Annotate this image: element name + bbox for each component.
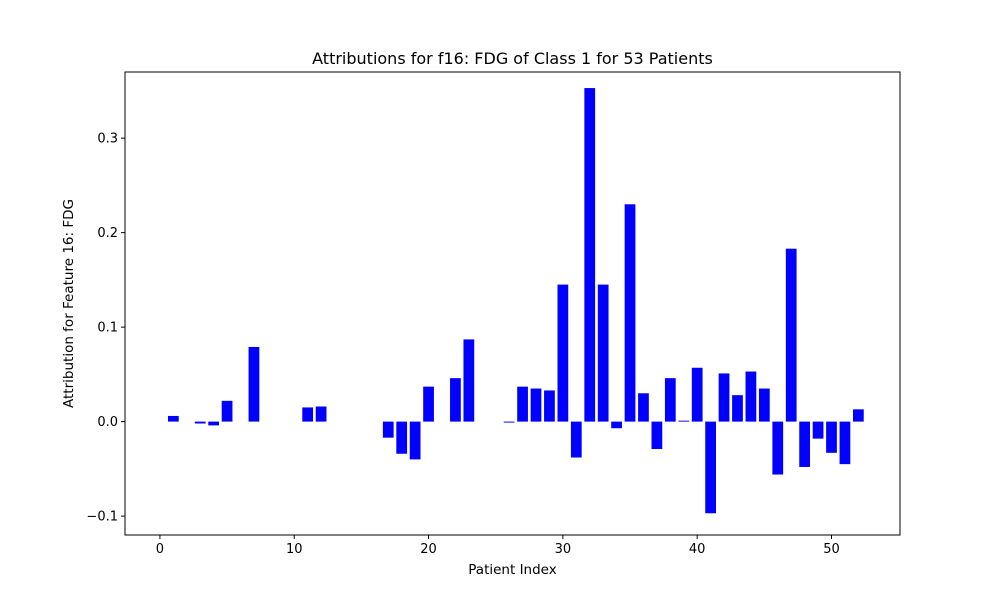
bar-patient-43 [732, 395, 743, 422]
bar-patient-33 [597, 284, 609, 422]
bar-patient-31 [570, 421, 582, 458]
y-tick-label: 0.2 [97, 226, 118, 241]
bar-patient-52 [852, 409, 864, 422]
bar-patient-35 [624, 204, 636, 422]
y-axis-label: Attribution for Feature 16: FDG [61, 199, 77, 408]
x-axis-ticks: 0 10 20 30 40 50 [156, 535, 840, 557]
bar-patient-11 [302, 407, 314, 422]
bar-patient-20 [423, 386, 434, 422]
x-tick-label: 30 [555, 542, 572, 557]
bar-patient-46 [772, 421, 784, 475]
bars-layer [167, 88, 864, 514]
y-tick-label: 0.1 [97, 321, 118, 336]
bar-patient-36 [638, 393, 649, 422]
bar-patient-37 [651, 421, 663, 450]
bar-patient-22 [450, 378, 461, 422]
bar-patient-3 [194, 421, 206, 424]
bar-patient-7 [248, 346, 260, 422]
bar-patient-39 [678, 420, 690, 422]
bar-patient-44 [745, 371, 757, 422]
y-axis-ticks: −0.1 0.0 0.1 0.2 0.3 [86, 132, 125, 525]
bar-patient-50 [826, 421, 837, 453]
x-tick-label: 20 [420, 542, 437, 557]
chart-title: Attributions for f16: FDG of Class 1 for… [312, 49, 713, 68]
bar-patient-47 [785, 248, 797, 422]
y-tick-label: 0.3 [97, 132, 118, 147]
bar-patient-51 [839, 421, 851, 465]
bar-patient-32 [584, 88, 596, 422]
bar-patient-40 [691, 367, 703, 422]
bar-patient-42 [718, 373, 730, 422]
x-tick-label: 0 [156, 542, 164, 557]
bar-patient-28 [530, 388, 542, 422]
y-tick-label: 0.0 [97, 415, 118, 430]
x-tick-label: 50 [823, 542, 840, 557]
x-tick-label: 10 [286, 542, 303, 557]
x-tick-label: 40 [689, 542, 706, 557]
bar-patient-29 [544, 390, 555, 422]
bar-patient-27 [517, 386, 528, 422]
bar-patient-48 [799, 421, 811, 467]
plot-area-frame [124, 71, 901, 536]
bar-patient-45 [758, 388, 770, 422]
bar-patient-17 [382, 421, 394, 438]
bar-patient-26 [503, 421, 515, 423]
bar-patient-1 [167, 415, 179, 422]
y-tick-label: −0.1 [86, 510, 118, 525]
bar-patient-4 [208, 421, 220, 426]
bar-patient-34 [611, 421, 622, 429]
bar-patient-41 [705, 421, 716, 514]
bar-patient-19 [409, 421, 421, 460]
bar-patient-5 [221, 400, 233, 422]
bar-patient-18 [396, 421, 408, 454]
bar-patient-49 [812, 421, 824, 439]
bar-patient-23 [463, 339, 475, 422]
x-axis-label: Patient Index [468, 562, 556, 578]
bar-patient-30 [557, 284, 569, 422]
bar-patient-12 [315, 406, 327, 422]
bar-patient-38 [664, 378, 676, 422]
